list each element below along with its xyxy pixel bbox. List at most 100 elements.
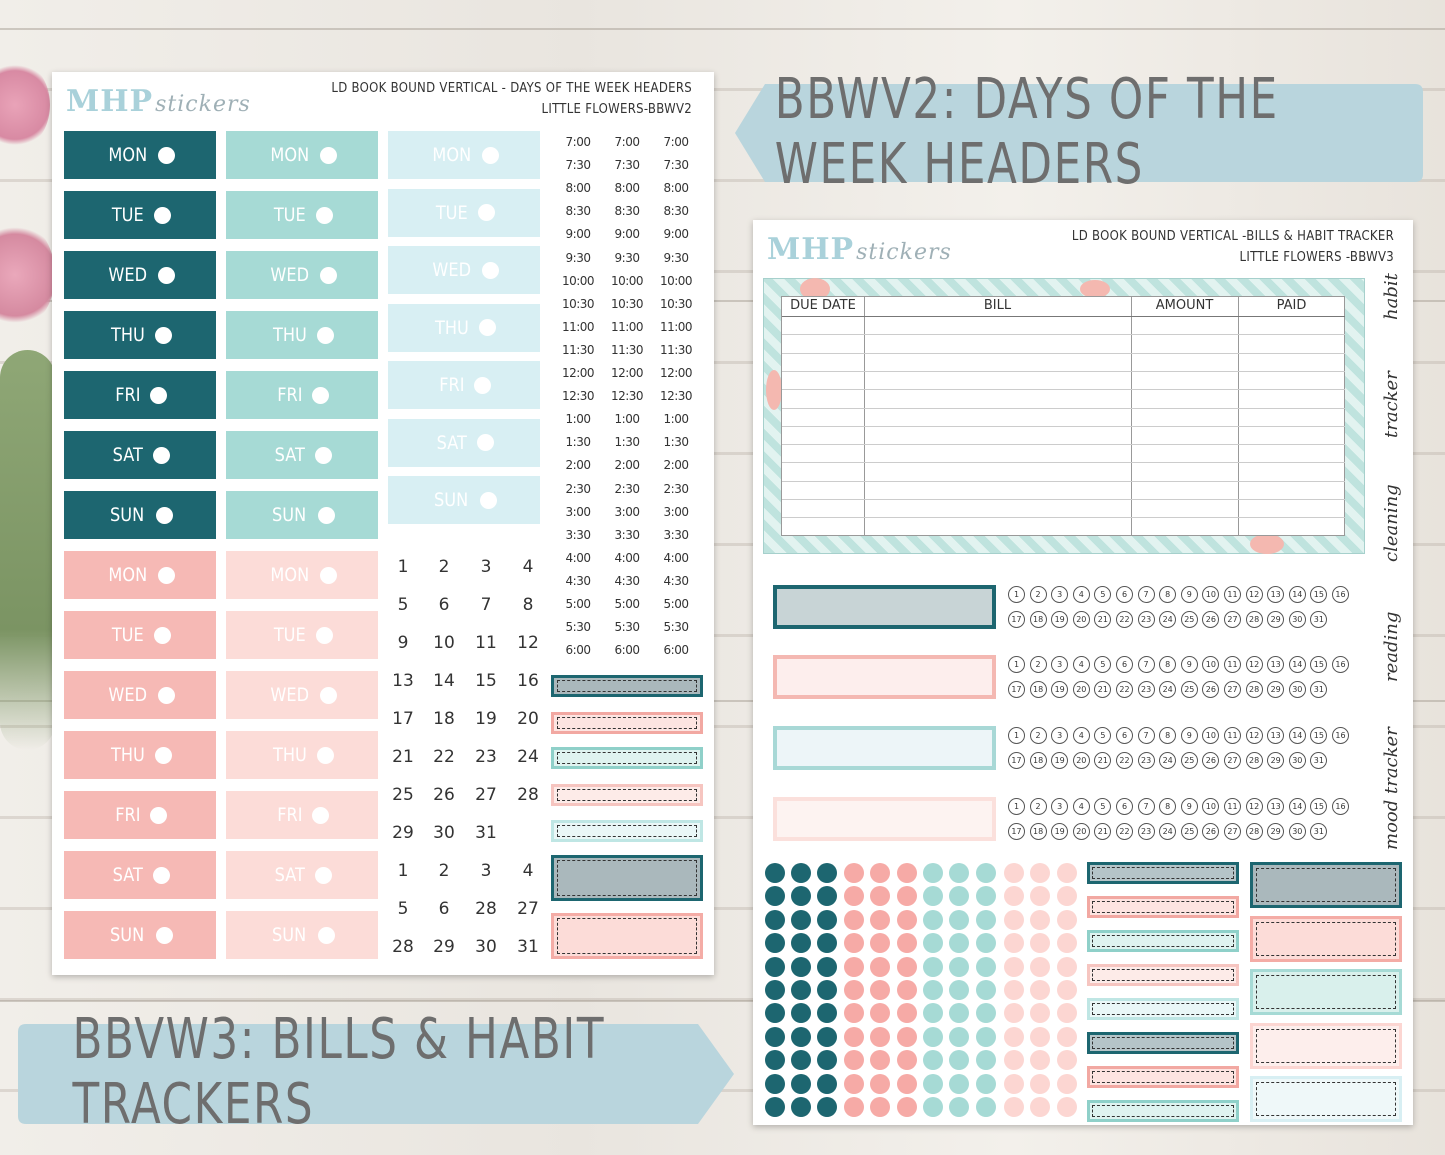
habit-day-circle: 30: [1288, 752, 1306, 769]
table-row-line: [782, 316, 1345, 317]
sheet1-header: LD BOOK BOUND VERTICAL - DAYS OF THE WEE…: [300, 78, 692, 120]
date-number: 1: [397, 557, 409, 577]
dot-sticker: [976, 1073, 996, 1094]
habit-day-circle: 12: [1245, 656, 1263, 673]
time-label: 2:00: [663, 458, 689, 473]
circle-icon: [320, 266, 338, 284]
dot-sticker: [791, 863, 811, 883]
habit-day-circle: 25: [1180, 752, 1198, 769]
habit-label-box: [773, 585, 996, 629]
time-label: 11:00: [561, 319, 595, 334]
dot-sticker: [1004, 1003, 1024, 1024]
dot-sticker: [897, 980, 917, 1000]
dashed-border: [1092, 867, 1234, 879]
dot-sticker: [765, 933, 785, 954]
dot-sticker: [923, 1097, 943, 1117]
day-label: MON: [270, 144, 309, 166]
date-number: 29: [392, 823, 414, 843]
day-label: THU: [110, 324, 145, 346]
bill-table: [781, 296, 1345, 536]
dot-sticker: [1057, 1097, 1077, 1117]
time-label: 6:00: [565, 643, 591, 658]
dot-sticker: [897, 933, 917, 954]
circle-icon: [155, 926, 173, 944]
wood-plank-line: [0, 300, 1445, 302]
habit-day-circle: 1: [1008, 727, 1025, 744]
dot-sticker: [1057, 1003, 1077, 1024]
circle-icon: [478, 204, 496, 221]
dot-sticker: [844, 886, 864, 907]
dot-sticker: [844, 933, 864, 954]
dot-sticker: [1004, 1050, 1024, 1071]
circle-icon: [315, 866, 333, 884]
dot-sticker: [897, 1003, 917, 1024]
habit-day-circle: 17: [1008, 823, 1025, 840]
day-header-tue: TUE: [64, 611, 216, 659]
habit-day-circle: 31: [1310, 752, 1328, 769]
dot-sticker: [976, 1050, 996, 1071]
dot-sticker: [923, 1050, 943, 1071]
habit-day-circle: 2: [1029, 586, 1047, 603]
day-label: SAT: [274, 444, 305, 466]
habit-day-circle: 24: [1159, 681, 1177, 698]
habit-day-circle: 3: [1051, 727, 1069, 744]
day-header-thu: THU: [64, 731, 216, 779]
circle-icon: [158, 686, 176, 704]
date-number: 12: [517, 633, 539, 653]
habit-day-circle: 16: [1332, 656, 1349, 673]
time-label: 1:30: [614, 435, 640, 450]
habit-day-circle: 17: [1008, 681, 1025, 698]
habit-day-circle: 6: [1116, 656, 1133, 673]
flower-decoration: [0, 220, 55, 330]
date-number: 31: [517, 937, 539, 957]
date-number: 28: [517, 785, 539, 805]
time-label: 12:30: [561, 389, 595, 404]
date-number: 25: [392, 785, 414, 805]
habit-day-circle: 8: [1159, 727, 1177, 744]
day-header-thu: THU: [64, 311, 216, 359]
dot-sticker: [1057, 863, 1077, 883]
habit-day-circle: 28: [1245, 823, 1263, 840]
dot-sticker: [897, 909, 917, 930]
day-header-wed: WED: [226, 671, 378, 719]
habit-day-circle: 24: [1159, 611, 1177, 628]
time-label: 5:30: [565, 620, 591, 635]
date-number: 6: [438, 899, 450, 919]
date-number: 2: [438, 557, 450, 577]
time-label: 7:00: [663, 135, 689, 149]
dashed-border: [1092, 969, 1234, 981]
day-header-fri: FRI: [226, 371, 378, 419]
time-label: 3:30: [565, 527, 591, 542]
habit-day-circle: 10: [1202, 798, 1220, 815]
dashed-border: [557, 680, 697, 692]
time-label: 2:30: [614, 481, 640, 496]
time-label: 2:30: [663, 481, 689, 496]
time-label: 1:30: [663, 435, 689, 450]
habit-day-circle: 31: [1310, 823, 1328, 840]
date-number: 11: [475, 633, 497, 653]
habit-day-circle: 26: [1202, 681, 1220, 698]
time-label: 9:00: [663, 227, 689, 242]
dot-sticker: [870, 1026, 890, 1047]
habit-day-circle: 1: [1008, 656, 1025, 673]
dot-sticker: [817, 886, 837, 907]
dot-sticker: [949, 1003, 969, 1024]
date-number: 17: [392, 709, 414, 729]
dot-sticker: [844, 1003, 864, 1024]
table-row-line: [782, 352, 1345, 354]
sheet2-header: LD BOOK BOUND VERTICAL -BILLS & HABIT TR…: [1000, 226, 1394, 268]
dot-sticker: [1030, 909, 1050, 930]
time-label: 8:30: [614, 204, 640, 219]
circle-icon: [479, 491, 497, 509]
dot-sticker: [791, 1050, 811, 1071]
dot-sticker: [976, 909, 996, 930]
bill-column-header: AMOUNT: [1155, 298, 1214, 313]
dashed-border: [1092, 935, 1234, 947]
day-label: FRI: [276, 384, 303, 406]
circle-icon: [155, 506, 173, 524]
label-box-sticker: [1250, 862, 1402, 908]
date-number: 8: [522, 595, 534, 615]
time-label: 10:30: [561, 296, 595, 311]
time-label: 4:00: [663, 550, 689, 565]
habit-day-circle: 11: [1224, 656, 1241, 673]
